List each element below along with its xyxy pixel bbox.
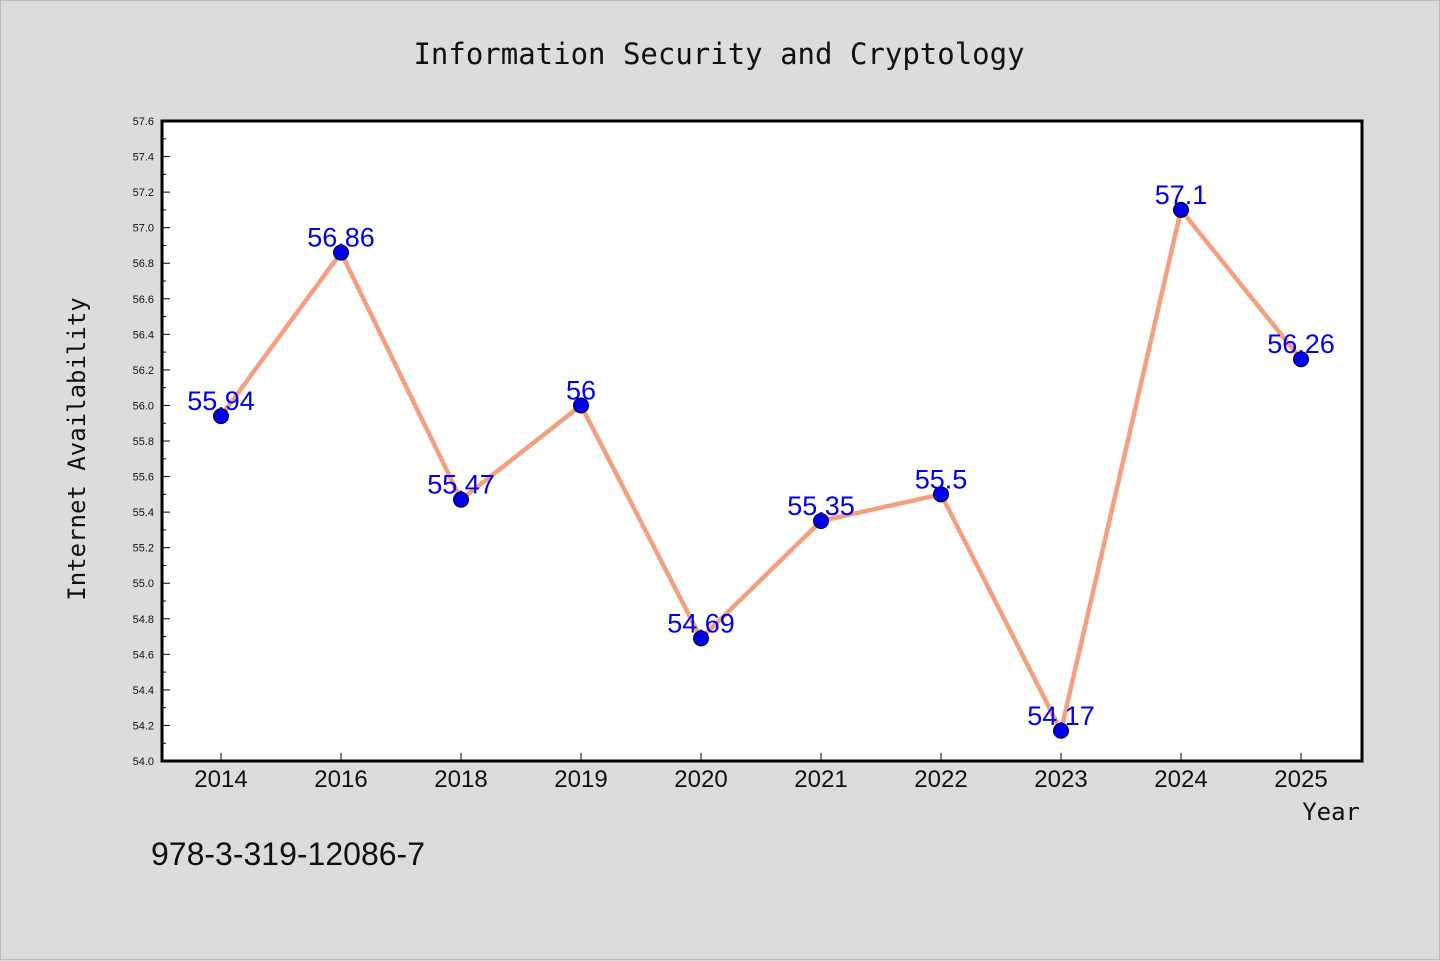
data-points — [213, 201, 1309, 739]
x-tick-label: 2022 — [914, 766, 967, 793]
x-tick-label: 2018 — [434, 766, 487, 793]
x-tick-label: 2016 — [314, 766, 367, 793]
y-tick-label: 57.4 — [133, 152, 154, 164]
data-label: 56 — [566, 375, 596, 405]
plot-area — [160, 119, 1364, 763]
y-tick-label: 55.8 — [133, 436, 154, 448]
y-tick-label: 55.6 — [133, 472, 154, 484]
data-point — [1293, 351, 1309, 368]
x-tick-label: 2019 — [554, 766, 607, 793]
data-point — [573, 397, 589, 414]
data-point — [333, 244, 349, 261]
x-tick-label: 2020 — [674, 766, 727, 793]
y-tick-label: 56.4 — [133, 329, 154, 341]
x-tick-label: 2023 — [1034, 766, 1087, 793]
y-tick-label: 54.4 — [133, 685, 154, 697]
y-tick-label: 54.2 — [133, 720, 154, 732]
y-tick-label: 55.0 — [133, 578, 154, 590]
y-tick-label: 56.0 — [133, 400, 154, 412]
x-tick-label: 2025 — [1274, 766, 1327, 793]
y-tick-label: 57.2 — [133, 187, 154, 199]
data-point — [933, 486, 949, 503]
x-axis: 2014 2016 2018 2019 2020 2021 2022 2023 2024 2025 — [194, 753, 1328, 793]
data-label: 55.94 — [187, 386, 255, 416]
y-tick-label: 56.8 — [133, 258, 154, 270]
data-point — [213, 408, 229, 425]
data-point — [1173, 201, 1189, 218]
data-point — [813, 513, 829, 529]
data-label: 54.17 — [1027, 701, 1095, 731]
x-tick-label: 2014 — [194, 766, 247, 793]
y-tick-label: 55.4 — [133, 507, 154, 519]
data-point — [1053, 722, 1069, 739]
isbn-text: 978-3-319-12086-7 — [151, 836, 425, 872]
data-label: 55.5 — [915, 464, 968, 494]
y-tick-label: 57.6 — [133, 116, 154, 128]
data-point — [693, 630, 709, 647]
data-labels: 55.94 56.86 55.47 56 54.69 55.35 55.5 54.17 57.1… — [187, 180, 1335, 731]
y-tick-label: 55.2 — [133, 543, 154, 555]
series-line-group — [218, 207, 1304, 734]
data-label: 56.86 — [307, 223, 375, 253]
data-label: 55.35 — [787, 491, 855, 521]
x-tick-label: 2024 — [1154, 766, 1207, 793]
x-axis-label: Year — [1302, 798, 1360, 826]
data-label: 57.1 — [1155, 180, 1208, 210]
data-point — [453, 491, 469, 508]
y-tick-label: 57.0 — [133, 223, 154, 235]
y-tick-label: 56.6 — [133, 294, 154, 306]
chart-title: Information Security and Cryptology — [413, 37, 1024, 71]
x-tick-label: 2021 — [794, 766, 847, 793]
y-tick-label: 54.0 — [133, 756, 154, 768]
y-tick-label: 54.8 — [133, 614, 154, 626]
y-axis: 54.0 54.2 54.4 54.6 54.8 55.0 55.2 55.4 55.6 55.8… — [133, 116, 170, 768]
y-tick-label: 56.2 — [133, 365, 154, 377]
y-tick-label: 54.6 — [133, 649, 154, 661]
y-axis-label: Internet Availability — [63, 297, 91, 600]
data-label: 55.47 — [427, 470, 495, 500]
data-label: 56.26 — [1267, 329, 1335, 359]
series-line — [218, 207, 1304, 734]
data-label: 54.69 — [667, 608, 735, 638]
